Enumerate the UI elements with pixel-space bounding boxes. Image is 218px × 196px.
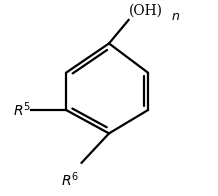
Text: $\mathit{R}^{6}$: $\mathit{R}^{6}$ — [61, 171, 79, 189]
Text: $\mathit{R}^{5}$: $\mathit{R}^{5}$ — [13, 101, 31, 119]
Text: (OH): (OH) — [129, 4, 163, 18]
Text: $n$: $n$ — [171, 10, 180, 23]
